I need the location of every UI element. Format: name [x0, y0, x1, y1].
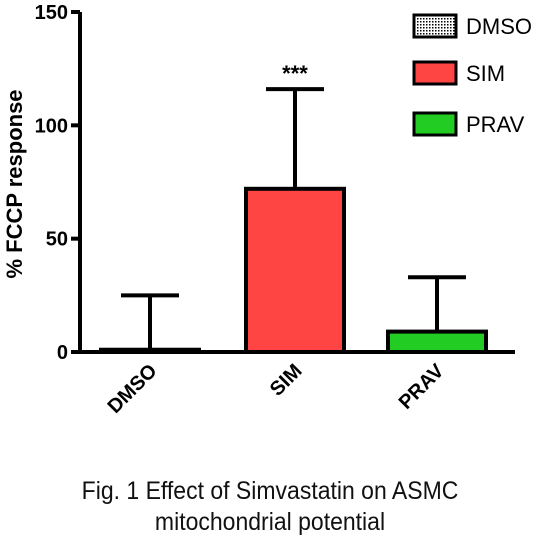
figure-caption-line1: Fig. 1 Effect of Simvastatin on ASMC: [81, 477, 459, 505]
legend-label: PRAV: [466, 112, 525, 137]
legend: DMSO SIM PRAV: [412, 13, 532, 137]
bar-prav: [386, 329, 488, 355]
x-tick-label: DMSO: [104, 360, 162, 418]
y-tick-label: 100: [35, 115, 68, 137]
bars: [99, 186, 488, 355]
y-tick-label: 50: [46, 229, 68, 251]
legend-label: DMSO: [466, 14, 532, 39]
x-tick-label: PRAV: [395, 360, 449, 414]
y-tick-label: 150: [35, 2, 68, 24]
x-axis-tick-labels: DMSO SIM PRAV: [104, 360, 449, 418]
bar-chart: % FCCP response 0 50 100 150 *** DMSO SIM PRA…: [2, 2, 532, 418]
bar-sim: [244, 186, 346, 354]
legend-swatch-prav: [412, 111, 458, 137]
figure-caption-line2: mitochondrial potential: [154, 508, 386, 536]
y-axis-ticks: 0 50 100 150: [35, 2, 80, 364]
annotations: ***: [282, 61, 308, 86]
y-axis-label: % FCCP response: [2, 89, 27, 278]
x-tick-label: SIM: [266, 360, 307, 401]
y-tick-label: 0: [57, 342, 68, 364]
significance-annotation: ***: [282, 61, 308, 86]
legend-swatch-sim: [412, 60, 458, 86]
legend-label: SIM: [466, 61, 505, 86]
error-bars: [121, 87, 466, 350]
legend-swatch-dmso: [412, 13, 458, 39]
